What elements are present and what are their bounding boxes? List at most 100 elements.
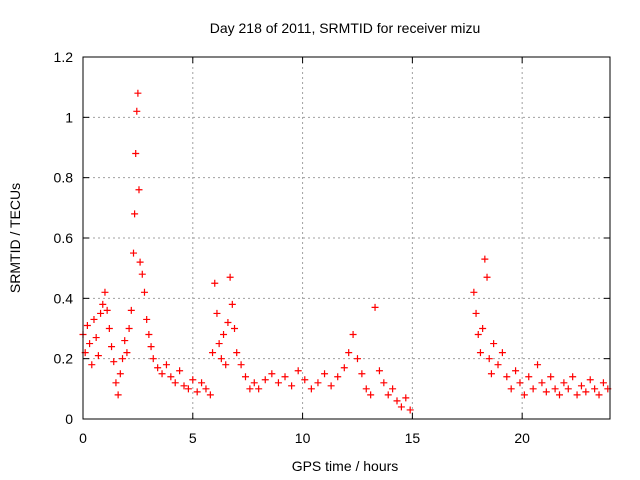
data-point xyxy=(481,255,489,263)
data-point xyxy=(180,382,188,390)
data-point xyxy=(127,306,135,314)
data-point xyxy=(314,379,322,387)
data-point xyxy=(551,385,559,393)
data-point xyxy=(599,379,607,387)
y-tick-label: 0.6 xyxy=(54,230,74,246)
data-point xyxy=(246,385,254,393)
data-point xyxy=(487,370,495,378)
data-point xyxy=(255,385,263,393)
data-point xyxy=(498,349,506,357)
data-point xyxy=(105,325,113,332)
data-point xyxy=(101,288,109,296)
x-tick-label: 0 xyxy=(79,430,87,446)
data-point xyxy=(241,373,249,381)
data-point xyxy=(83,321,91,329)
y-tick-label: 0.8 xyxy=(54,170,74,186)
data-point xyxy=(547,373,555,381)
data-point xyxy=(542,388,550,396)
data-points xyxy=(79,89,612,414)
data-point xyxy=(97,309,105,317)
data-point xyxy=(384,391,392,399)
data-point xyxy=(133,107,141,115)
data-point xyxy=(90,315,98,323)
data-point xyxy=(135,186,143,194)
data-point xyxy=(143,315,151,323)
y-tick-label: 1.2 xyxy=(54,49,74,65)
data-point xyxy=(130,249,138,257)
data-point xyxy=(108,343,116,351)
y-tick-label: 0.4 xyxy=(54,290,74,306)
data-point xyxy=(147,343,155,351)
data-point xyxy=(121,337,129,345)
data-point xyxy=(349,331,357,339)
data-point xyxy=(193,388,201,396)
data-point xyxy=(375,367,383,375)
x-tick-label: 15 xyxy=(405,430,421,446)
x-tick-label: 20 xyxy=(514,430,530,446)
data-point xyxy=(490,340,498,348)
data-point xyxy=(94,352,102,360)
data-point xyxy=(213,309,221,317)
data-point xyxy=(485,355,493,363)
data-point xyxy=(222,361,230,369)
data-point xyxy=(154,364,162,372)
axis-ticks: 0 0.2 0.4 0.6 0.8 1 1.2 0 5 10 15 20 xyxy=(54,49,610,446)
x-axis-label: GPS time / hours xyxy=(292,458,399,474)
data-point xyxy=(274,379,282,387)
data-point xyxy=(134,89,142,97)
data-point xyxy=(119,355,127,363)
y-tick-label: 1 xyxy=(65,109,73,125)
data-point xyxy=(198,379,206,387)
data-point xyxy=(184,385,192,393)
data-point xyxy=(367,391,375,399)
data-point xyxy=(507,385,515,393)
data-point xyxy=(586,376,594,384)
data-point xyxy=(138,270,146,278)
data-point xyxy=(529,385,537,393)
data-point xyxy=(327,382,335,390)
data-point xyxy=(406,406,414,414)
data-point xyxy=(321,370,329,378)
data-point xyxy=(140,288,148,296)
data-point xyxy=(569,373,577,381)
data-point xyxy=(520,391,528,399)
data-point xyxy=(380,379,388,387)
data-point xyxy=(131,210,139,218)
data-point xyxy=(162,361,170,369)
y-tick-label: 0.2 xyxy=(54,351,74,367)
data-point xyxy=(334,373,342,381)
data-point xyxy=(103,306,111,314)
data-point xyxy=(211,279,219,287)
data-point xyxy=(92,334,100,342)
data-point xyxy=(362,385,370,393)
data-point xyxy=(573,391,581,399)
data-point xyxy=(228,300,236,308)
data-point xyxy=(288,382,296,390)
data-point xyxy=(525,373,533,381)
data-point xyxy=(512,367,520,375)
data-point xyxy=(582,388,590,396)
data-point xyxy=(479,325,487,332)
data-point xyxy=(224,318,232,326)
data-point xyxy=(145,331,153,339)
data-point xyxy=(202,385,210,393)
data-point xyxy=(353,355,361,363)
data-point xyxy=(215,340,223,348)
data-point xyxy=(158,370,166,378)
data-point xyxy=(472,309,480,317)
data-point xyxy=(112,379,120,387)
data-point xyxy=(114,391,122,399)
data-point xyxy=(167,373,175,381)
data-point xyxy=(345,349,353,357)
data-point xyxy=(560,379,568,387)
data-point xyxy=(476,349,484,357)
data-point xyxy=(402,394,410,402)
data-point xyxy=(397,403,405,411)
data-point xyxy=(189,376,197,384)
data-point xyxy=(99,300,107,308)
x-tick-label: 10 xyxy=(295,430,311,446)
data-point xyxy=(268,370,276,378)
data-point xyxy=(116,370,124,378)
